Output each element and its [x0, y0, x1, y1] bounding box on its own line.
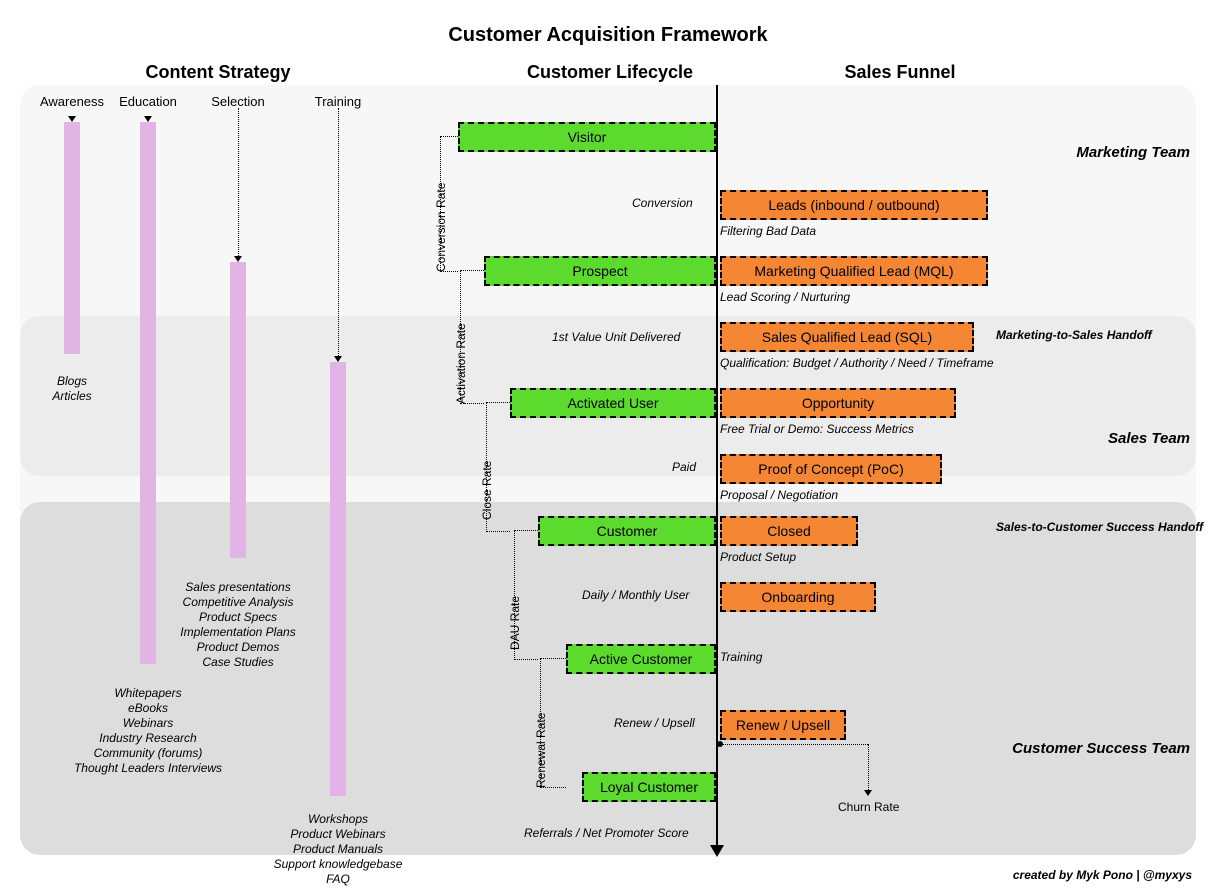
marketing-team: Marketing Team — [930, 144, 1190, 161]
churn-dot — [717, 741, 723, 747]
rate-label-dau-rate: DAU Rate — [508, 596, 522, 650]
band-dark — [20, 502, 1196, 855]
funnel-note-sql: Qualification: Budget / Authority / Need… — [720, 356, 994, 370]
lifecycle-visitor: Visitor — [458, 122, 716, 152]
funnel-poc: Proof of Concept (PoC) — [720, 454, 942, 484]
churn-line-v — [868, 744, 869, 790]
funnel-closed: Closed — [720, 516, 858, 546]
lifecycle-note-value-delivered: 1st Value Unit Delivered — [552, 330, 680, 344]
rate-label-activation-rate: Activation Rate — [454, 323, 468, 404]
col-bar-awareness — [64, 122, 80, 354]
lifecycle-note-renew-upsell: Renew / Upsell — [614, 716, 695, 730]
col-items-education: WhitepaperseBooksWebinarsIndustry Resear… — [68, 686, 228, 776]
rate-label-close-rate: Close Rate — [480, 461, 494, 520]
lifecycle-note-daily-monthly: Daily / Monthly User — [582, 588, 689, 602]
col-label-training: Training — [298, 94, 378, 109]
section-customer-lifecycle: Customer Lifecycle — [500, 62, 720, 83]
col-label-selection: Selection — [198, 94, 278, 109]
funnel-note-leads: Filtering Bad Data — [720, 224, 816, 238]
lifecycle-activated-user: Activated User — [510, 388, 716, 418]
lifecycle-note-conversion: Conversion — [632, 196, 693, 210]
sales-cs-handoff: Sales-to-Customer Success Handoff — [996, 520, 1203, 534]
funnel-renew-upsell-box: Renew / Upsell — [720, 710, 846, 740]
col-dotted-training — [338, 108, 339, 356]
funnel-note-training-note: Training — [720, 650, 762, 664]
churn-arrow-icon — [864, 790, 872, 796]
funnel-leads: Leads (inbound / outbound) — [720, 190, 988, 220]
credit-label: created by Myk Pono | @myxys — [1013, 868, 1192, 882]
col-items-training: WorkshopsProduct WebinarsProduct Manuals… — [258, 812, 418, 887]
churn-rate-label: Churn Rate — [838, 800, 899, 814]
funnel-mql: Marketing Qualified Lead (MQL) — [720, 256, 988, 286]
rate-label-renewal-rate: Renewal Rate — [534, 713, 548, 788]
center-axis — [716, 85, 718, 845]
col-dotted-selection — [238, 108, 239, 256]
col-label-education: Education — [108, 94, 188, 109]
lifecycle-note-paid: Paid — [672, 460, 696, 474]
rate-label-conversion-rate: Conversion Rate — [434, 183, 448, 272]
section-sales-funnel: Sales Funnel — [820, 62, 980, 83]
customer-success-team: Customer Success Team — [930, 740, 1190, 757]
lifecycle-loyal-customer: Loyal Customer — [582, 772, 716, 802]
funnel-note-poc: Proposal / Negotiation — [720, 488, 838, 502]
lifecycle-note-referrals: Referrals / Net Promoter Score — [524, 826, 689, 840]
funnel-note-opportunity: Free Trial or Demo: Success Metrics — [720, 422, 914, 436]
col-items-selection: Sales presentationsCompetitive AnalysisP… — [158, 580, 318, 670]
lifecycle-prospect: Prospect — [484, 256, 716, 286]
center-axis-arrow-icon — [710, 845, 724, 857]
col-bar-selection — [230, 262, 246, 558]
marketing-sales-handoff: Marketing-to-Sales Handoff — [996, 328, 1152, 342]
funnel-sql: Sales Qualified Lead (SQL) — [720, 322, 974, 352]
col-label-awareness: Awareness — [32, 94, 112, 109]
col-bar-education — [140, 122, 156, 664]
lifecycle-customer: Customer — [538, 516, 716, 546]
sales-team: Sales Team — [930, 430, 1190, 447]
section-content-strategy: Content Strategy — [118, 62, 318, 83]
funnel-opportunity: Opportunity — [720, 388, 956, 418]
lifecycle-active-customer: Active Customer — [566, 644, 716, 674]
col-items-awareness: BlogsArticles — [0, 374, 152, 404]
funnel-note-closed: Product Setup — [720, 550, 796, 564]
page-title: Customer Acquisition Framework — [0, 24, 1216, 47]
funnel-note-mql: Lead Scoring / Nurturing — [720, 290, 850, 304]
churn-line-h1 — [720, 744, 868, 745]
funnel-onboarding: Onboarding — [720, 582, 876, 612]
col-bar-training — [330, 362, 346, 796]
